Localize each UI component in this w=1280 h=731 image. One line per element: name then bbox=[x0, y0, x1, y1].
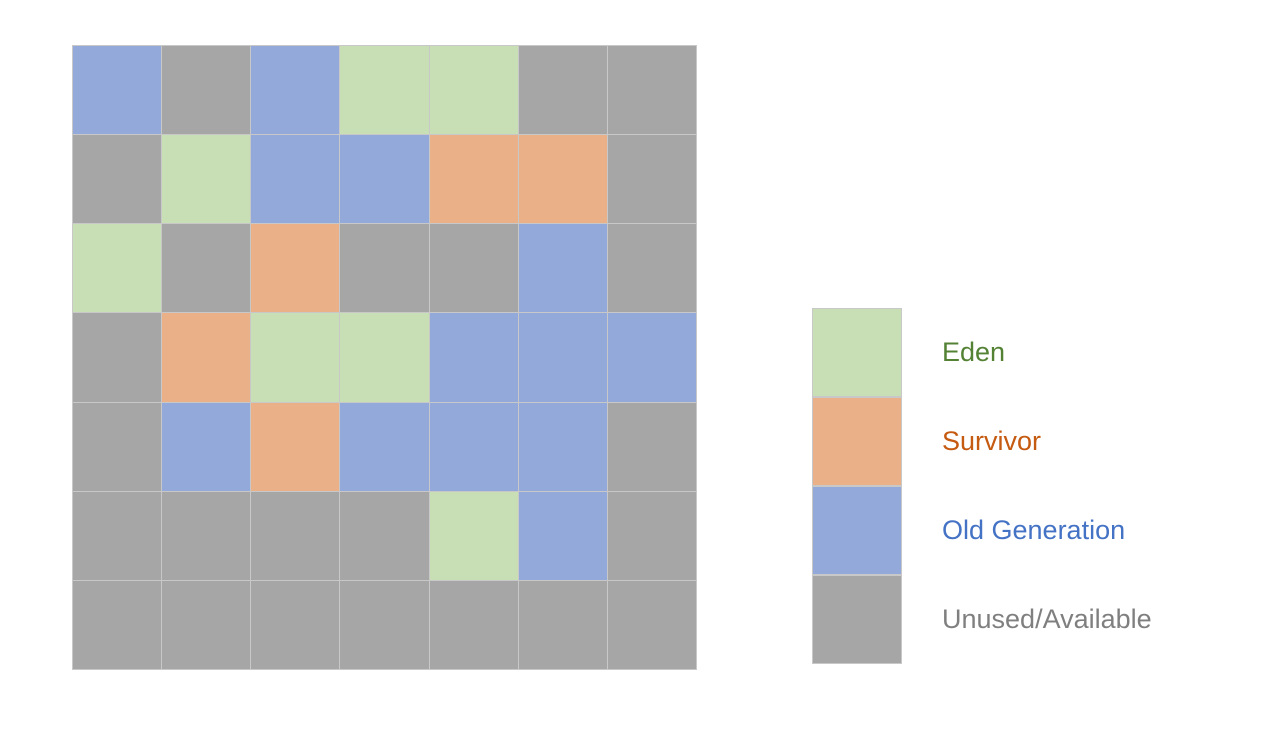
legend-swatch-old-generation bbox=[812, 486, 902, 575]
region-cell-unused bbox=[340, 491, 430, 581]
region-cell-old bbox=[518, 313, 608, 403]
region-cell-unused bbox=[607, 580, 697, 670]
region-cell-old bbox=[518, 224, 608, 314]
region-cell-old bbox=[607, 313, 697, 403]
region-cell-unused bbox=[162, 224, 252, 314]
region-cell-unused bbox=[607, 491, 697, 581]
region-cell-survivor bbox=[251, 224, 341, 314]
region-cell-unused bbox=[162, 46, 252, 136]
region-cell-survivor bbox=[518, 135, 608, 225]
region-cell-old bbox=[518, 402, 608, 492]
region-cell-unused bbox=[340, 224, 430, 314]
region-cell-unused bbox=[251, 491, 341, 581]
region-cell-unused bbox=[607, 224, 697, 314]
legend-label-eden: Eden bbox=[942, 337, 1006, 367]
region-cell-unused bbox=[607, 402, 697, 492]
legend-swatch-unused bbox=[812, 575, 902, 664]
region-cell-old bbox=[251, 46, 341, 136]
region-cell-unused bbox=[429, 580, 519, 670]
region-cell-eden bbox=[340, 313, 430, 403]
region-cell-unused bbox=[518, 580, 608, 670]
region-cell-old bbox=[340, 402, 430, 492]
region-cell-unused bbox=[73, 313, 163, 403]
region-cell-unused bbox=[73, 491, 163, 581]
legend-label-old-generation: Old Generation bbox=[942, 515, 1126, 545]
region-cell-old bbox=[340, 135, 430, 225]
region-cell-old bbox=[162, 402, 252, 492]
region-cell-unused bbox=[73, 135, 163, 225]
region-cell-unused bbox=[340, 580, 430, 670]
region-cell-eden bbox=[162, 135, 252, 225]
region-cell-survivor bbox=[162, 313, 252, 403]
region-cell-unused bbox=[73, 402, 163, 492]
legend-label-survivor: Survivor bbox=[942, 426, 1042, 456]
region-cell-unused bbox=[162, 580, 252, 670]
region-cell-eden bbox=[429, 46, 519, 136]
heap-region-grid bbox=[72, 45, 697, 670]
legend-swatch-survivor bbox=[812, 397, 902, 486]
region-cell-survivor bbox=[251, 402, 341, 492]
legend-label-unused: Unused/Available bbox=[942, 604, 1152, 634]
region-cell-eden bbox=[73, 224, 163, 314]
region-cell-old bbox=[429, 402, 519, 492]
region-cell-eden bbox=[251, 313, 341, 403]
region-cell-eden bbox=[429, 491, 519, 581]
region-cell-old bbox=[251, 135, 341, 225]
region-cell-unused bbox=[607, 135, 697, 225]
region-cell-unused bbox=[518, 46, 608, 136]
region-cell-unused bbox=[73, 580, 163, 670]
region-cell-unused bbox=[251, 580, 341, 670]
region-cell-unused bbox=[429, 224, 519, 314]
region-cell-eden bbox=[340, 46, 430, 136]
region-cell-unused bbox=[607, 46, 697, 136]
region-cell-old bbox=[429, 313, 519, 403]
region-cell-survivor bbox=[429, 135, 519, 225]
region-cell-unused bbox=[162, 491, 252, 581]
legend-swatch-eden bbox=[812, 308, 902, 397]
region-cell-old bbox=[73, 46, 163, 136]
region-cell-old bbox=[518, 491, 608, 581]
